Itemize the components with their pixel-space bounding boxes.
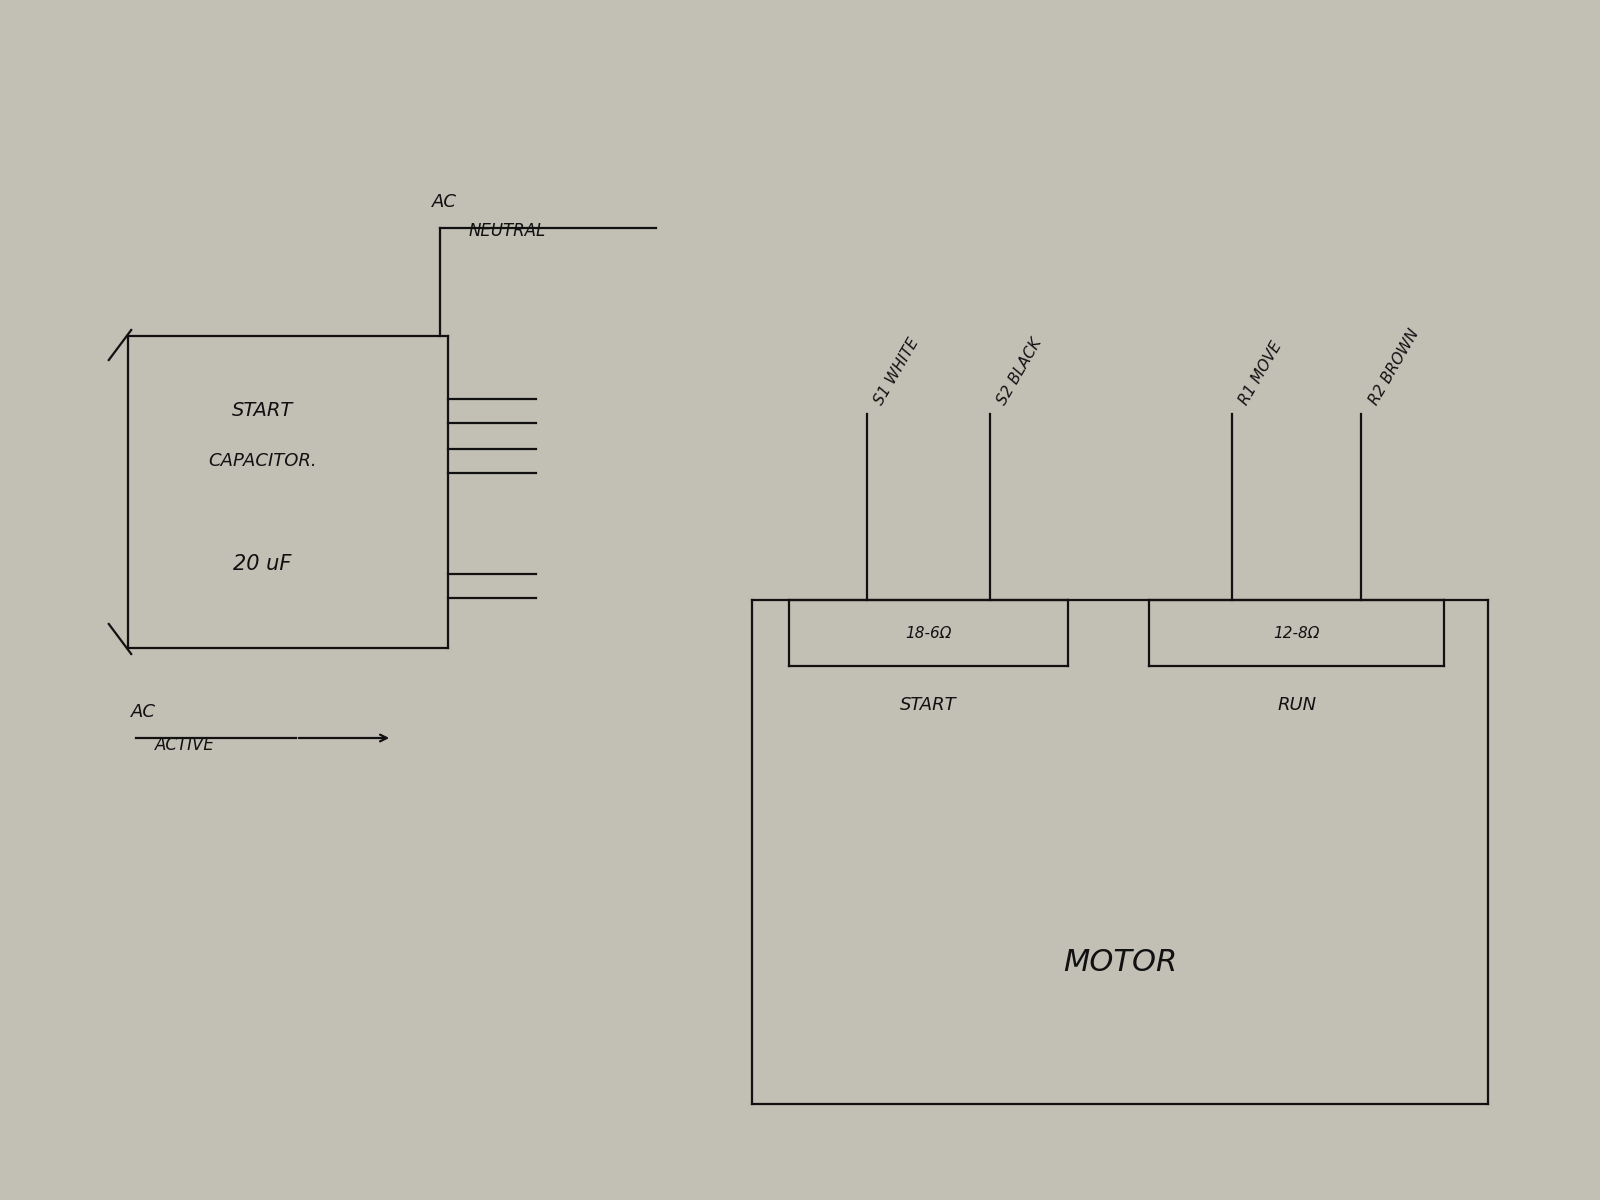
Text: MOTOR: MOTOR [1062,948,1178,977]
Text: START: START [901,696,957,714]
Text: RUN: RUN [1277,696,1317,714]
Text: AC: AC [131,702,157,720]
Text: CAPACITOR.: CAPACITOR. [208,451,317,469]
Text: START: START [232,401,293,420]
Text: S1 WHITE: S1 WHITE [872,336,922,408]
Text: S2 BLACK: S2 BLACK [995,336,1045,408]
Text: R2 BROWN: R2 BROWN [1366,326,1422,408]
Text: AC: AC [432,192,458,211]
Text: 18-6Ω: 18-6Ω [906,625,952,641]
Text: 20 uF: 20 uF [234,553,291,574]
Text: ACTIVE: ACTIVE [155,736,214,754]
Text: R1 MOVE: R1 MOVE [1237,340,1285,408]
Text: 12-8Ω: 12-8Ω [1274,625,1320,641]
Text: NEUTRAL: NEUTRAL [469,222,546,240]
